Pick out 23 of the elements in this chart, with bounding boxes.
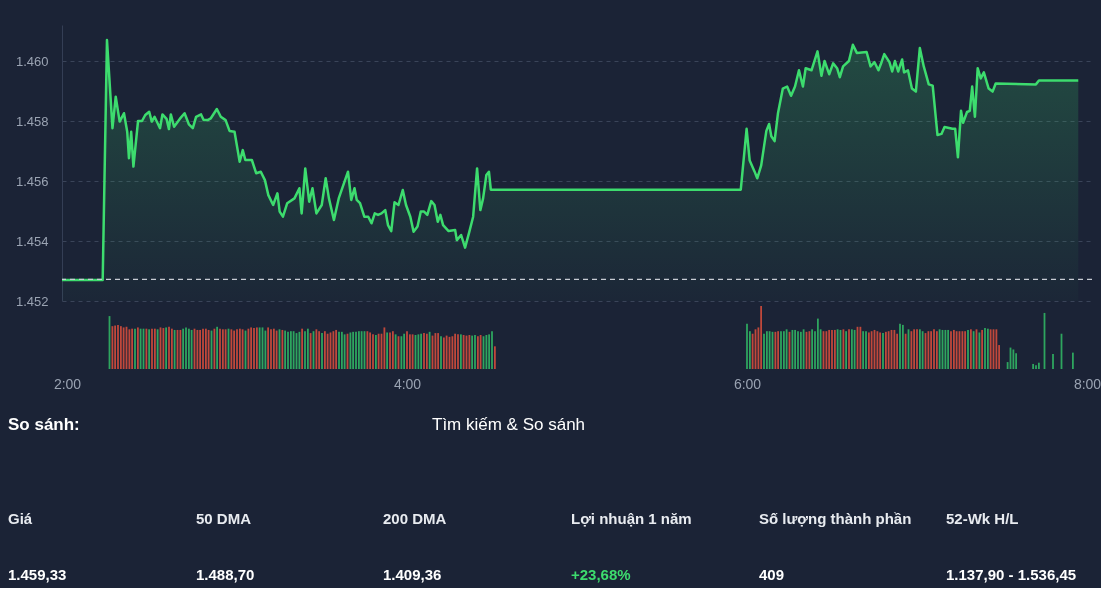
text: So sánh: bbox=[8, 415, 80, 434]
text: 409 bbox=[759, 566, 785, 583]
text: Tìm kiếm & So sánh bbox=[432, 415, 586, 434]
x-tick-label: 2:00 bbox=[53, 375, 82, 392]
text: +23,68% bbox=[571, 566, 631, 583]
y-tick-label: 1.458 bbox=[15, 113, 49, 129]
text: Số lượng thành phần bbox=[759, 510, 912, 527]
text: 1.459,33 bbox=[8, 566, 67, 583]
y-tick-label: 1.456 bbox=[15, 173, 49, 189]
y-tick-label: 1.454 bbox=[15, 233, 49, 249]
text: 200 DMA bbox=[383, 510, 447, 527]
y-tick-label: 1.460 bbox=[15, 53, 49, 69]
text: 1.488,70 bbox=[196, 566, 255, 583]
text: Giá bbox=[8, 510, 33, 527]
text: 1.409,36 bbox=[383, 566, 442, 583]
x-tick-label: 4:00 bbox=[393, 375, 422, 392]
text: Lợi nhuận 1 năm bbox=[571, 510, 692, 527]
text: 52-Wk H/L bbox=[946, 510, 1019, 527]
x-tick-label: 6:00 bbox=[733, 375, 762, 392]
x-tick-label: 8:00 bbox=[1073, 375, 1102, 392]
y-tick-label: 1.452 bbox=[15, 293, 49, 309]
text: 1.137,90 - 1.536,45 bbox=[946, 566, 1077, 583]
text: 50 DMA bbox=[196, 510, 252, 527]
